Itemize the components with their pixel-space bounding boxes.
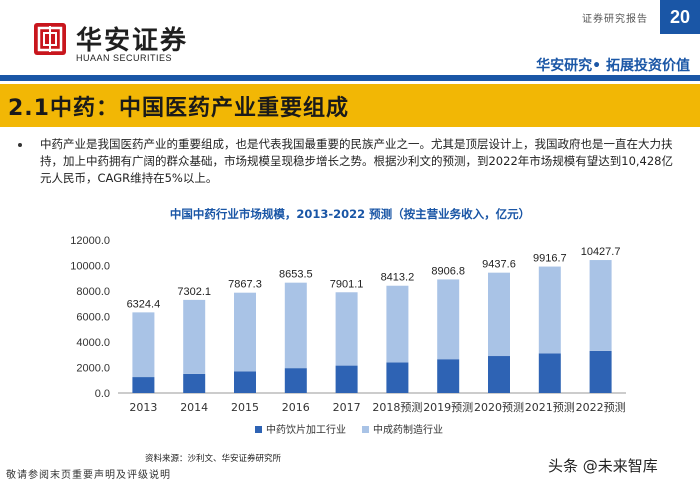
total-data-label: 9437.6: [482, 259, 516, 271]
y-tick-label: 12000.0: [70, 235, 110, 247]
x-tick-label: 2019预测: [423, 401, 473, 414]
bar-segment-decoction: [538, 353, 561, 393]
total-data-label: 7302.1: [177, 286, 211, 298]
bar-segment-patent-medicine: [284, 282, 307, 369]
report-type: 证券研究报告: [582, 14, 648, 25]
total-data-label: 8413.2: [381, 272, 415, 284]
bar-segment-decoction: [386, 362, 409, 393]
disclaimer: 敬请参阅末页重要声明及评级说明: [6, 470, 171, 481]
bar-segment-patent-medicine: [488, 272, 510, 357]
legend-swatch: [255, 426, 262, 433]
company-logo: [34, 23, 66, 55]
bar-segment-decoction: [437, 359, 460, 393]
bar-segment-decoction: [132, 377, 155, 393]
legend-label: 中成药制造行业: [373, 423, 443, 436]
total-data-label: 6324.4: [127, 298, 161, 310]
x-tick-label: 2020预测: [474, 401, 524, 414]
bar-segment-decoction: [234, 371, 256, 393]
x-tick-label: 2018预测: [372, 401, 422, 414]
x-tick-label: 2015: [231, 401, 259, 414]
bar-segment-decoction: [335, 365, 358, 393]
bar-segment-patent-medicine: [538, 266, 561, 354]
y-tick-label: 0.0: [95, 388, 110, 400]
header-divider: [0, 75, 700, 81]
page-number: 20: [660, 0, 700, 34]
total-data-label: 7867.3: [228, 279, 262, 291]
x-tick-label: 2016: [282, 401, 310, 414]
bullet-icon: [18, 143, 22, 147]
x-tick-label: 2014: [180, 401, 208, 414]
x-tick-label: 2017: [333, 401, 361, 414]
total-data-label: 8653.5: [279, 269, 313, 281]
y-tick-label: 4000.0: [76, 337, 110, 349]
bar-segment-patent-medicine: [183, 299, 206, 374]
bar-segment-patent-medicine: [437, 279, 460, 360]
chart-title: 中国中药行业市场规模，2013-2022 预测（按主营业务收入，亿元）: [169, 207, 531, 221]
x-tick-label: 2022预测: [576, 401, 626, 414]
bar-segment-patent-medicine: [132, 312, 155, 378]
y-tick-label: 8000.0: [76, 286, 110, 298]
total-data-label: 10427.7: [581, 246, 621, 258]
section-title: 2.1中药：中国医药产业重要组成: [8, 96, 349, 121]
total-data-label: 7901.1: [330, 278, 364, 290]
section-title-band: [0, 84, 700, 127]
watermark: 头条 @未来智库: [548, 457, 658, 475]
bar-segment-decoction: [589, 350, 612, 393]
slogan: 华安研究• 拓展投资价值: [536, 58, 690, 74]
y-tick-label: 6000.0: [76, 312, 110, 324]
bar-segment-decoction: [488, 356, 510, 393]
bullet-text: 中药产业是我国医药产业的重要组成，也是代表我国最重要的民族产业之一。尤其是顶层设…: [40, 137, 673, 185]
company-name-cn: 华安证券: [76, 26, 189, 56]
bar-segment-decoction: [284, 368, 307, 393]
bar-segment-patent-medicine: [386, 285, 409, 363]
bar-segment-patent-medicine: [335, 292, 358, 366]
bar-segment-patent-medicine: [234, 292, 256, 372]
x-tick-label: 2013: [129, 401, 157, 414]
y-tick-label: 2000.0: [76, 363, 110, 375]
x-tick-label: 2021预测: [525, 401, 575, 414]
bar-segment-patent-medicine: [589, 260, 612, 351]
legend-swatch: [362, 426, 369, 433]
company-name-en: HUAAN SECURITIES: [76, 53, 173, 63]
legend-label: 中药饮片加工行业: [266, 423, 346, 436]
total-data-label: 9916.7: [533, 253, 567, 265]
bar-segment-decoction: [183, 373, 206, 393]
source-note: 资料来源：沙利文、华安证券研究所: [145, 454, 282, 464]
y-tick-label: 10000.0: [70, 261, 110, 273]
total-data-label: 8906.8: [431, 265, 465, 277]
